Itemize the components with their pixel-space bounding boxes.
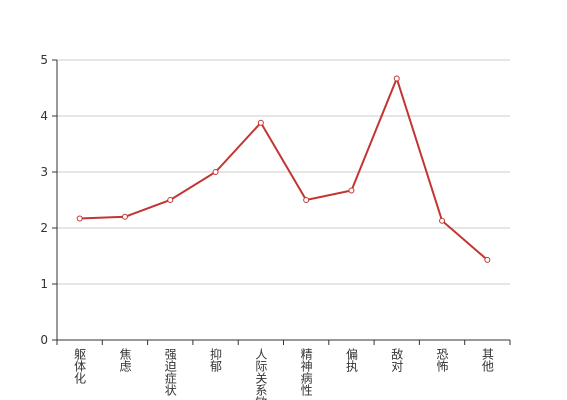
x-tick-label: 恐怖 [435,348,449,372]
point [303,197,310,203]
point [76,215,83,222]
line [79,75,489,261]
point [212,169,219,175]
point [257,119,264,126]
y-tick-label: 5 [40,53,48,67]
point [121,213,128,220]
point [167,197,174,203]
y-tick-label: 1 [40,277,48,291]
y-tick-label: 4 [40,109,48,123]
point [393,75,400,82]
x-tick-label: 抑郁 [209,347,223,373]
x-tick-label: 敌对 [390,347,404,372]
x-tick-label: 躯体化 [73,347,87,385]
point [484,256,491,263]
x-tick-label: 强迫症状 [163,348,177,396]
x-tick-label: 焦虑 [118,348,132,372]
x-tick-label: 精神病性 [299,348,313,397]
x-tick-label: 人际关系敏感 [254,348,268,400]
y-tick-label: 2 [40,221,48,235]
y-tick-label: 0 [40,333,48,347]
point [439,217,446,224]
x-tick-label: 偏执 [344,347,358,373]
x-tick-label: 其他 [480,348,494,372]
point [348,187,355,194]
y-tick-label: 3 [40,165,48,179]
